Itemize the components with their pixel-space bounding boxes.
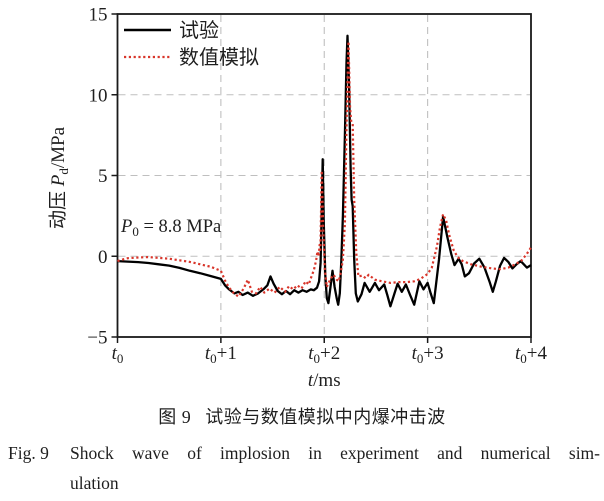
caption-english: Fig. 9 Shock wave of implosion in experi… xyxy=(8,438,600,498)
caption-chinese: 图 9 试验与数值模拟中内爆冲击波 xyxy=(0,403,604,429)
x-tick-label: t0+1 xyxy=(205,343,237,366)
y-tick-label: 15 xyxy=(89,5,108,26)
y-tick-label: 10 xyxy=(89,85,108,106)
series-line-experiment xyxy=(117,34,532,308)
legend-item-simulation: 数值模拟 xyxy=(124,46,259,69)
x-axis-label: t/ms xyxy=(308,370,341,391)
caption-chinese-label: 图 9 xyxy=(158,407,192,427)
x-tick-label: t0+4 xyxy=(515,343,547,366)
caption-english-line1: Shock wave of implosion in experiment an… xyxy=(70,443,600,463)
y-tick-label: −5 xyxy=(87,328,107,349)
caption-chinese-text: 试验与数值模拟中内爆冲击波 xyxy=(205,407,446,427)
y-tick-label: 0 xyxy=(98,247,108,268)
caption-english-label: Fig. 9 xyxy=(8,443,49,463)
y-tick-label: 5 xyxy=(98,166,108,187)
x-tick-label: t0+3 xyxy=(412,343,444,366)
y-axis-label: 动压 Pd/MPa xyxy=(47,126,71,229)
caption-english-line2: ulation xyxy=(70,473,119,493)
x-tick-label: t0 xyxy=(112,343,124,366)
annotation-p0: P0 = 8.8 MPa xyxy=(120,217,221,239)
x-tick-label: t0+2 xyxy=(308,343,340,366)
legend-item-experiment: 试验 xyxy=(124,19,219,42)
legend-label-experiment: 试验 xyxy=(179,19,219,42)
legend-label-simulation: 数值模拟 xyxy=(179,46,259,69)
